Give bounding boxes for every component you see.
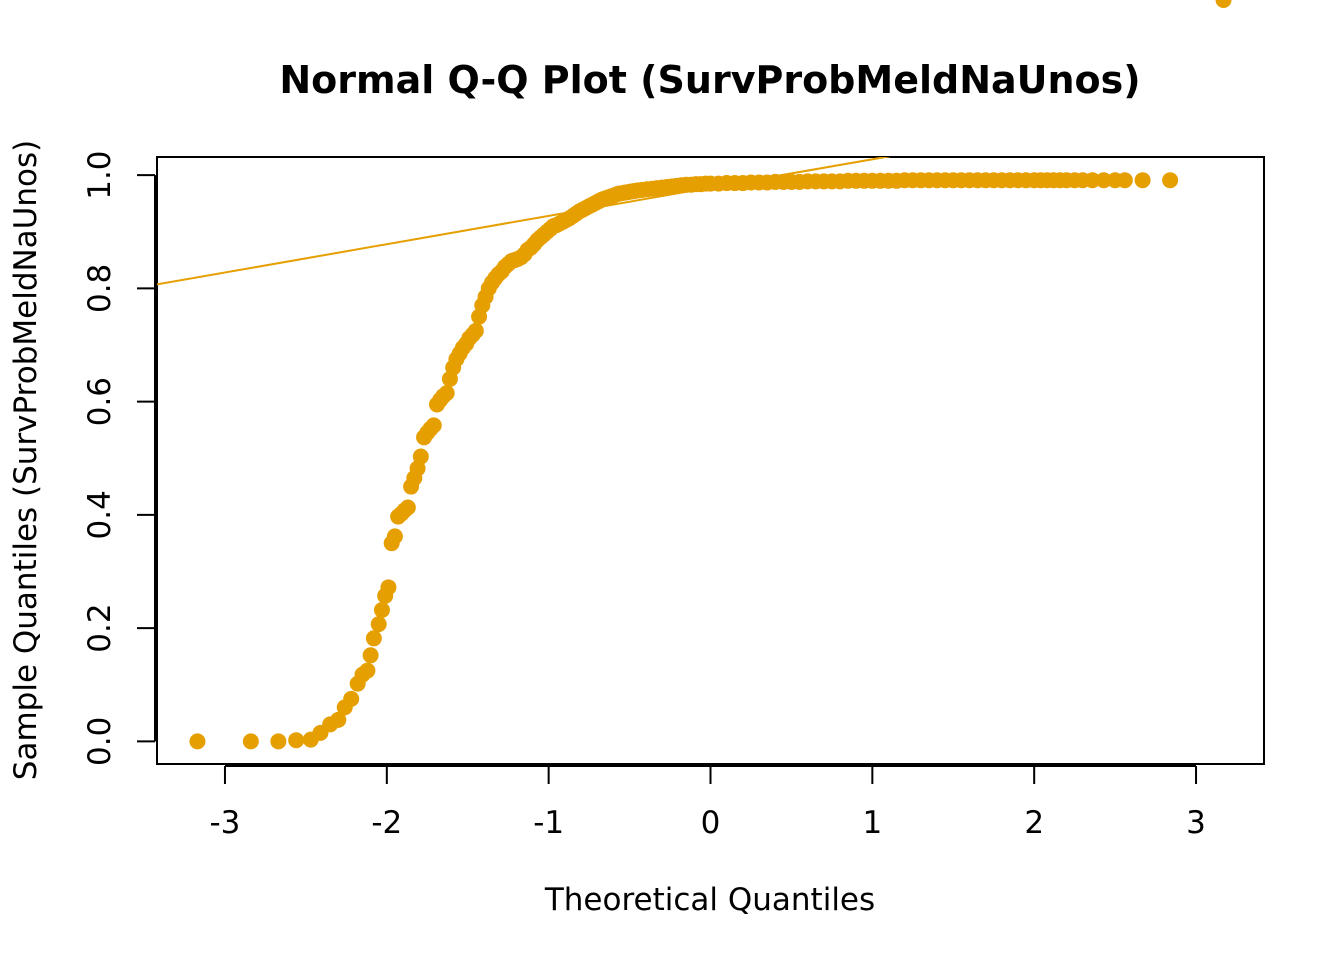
data-point <box>1215 0 1232 8</box>
data-point <box>467 322 484 339</box>
data-point <box>330 711 347 728</box>
data-point <box>288 732 305 749</box>
x-tick-label: -3 <box>210 805 241 841</box>
data-point <box>1095 172 1112 189</box>
data-point <box>380 579 397 596</box>
data-point <box>438 385 455 402</box>
data-point <box>1116 172 1133 189</box>
x-tick-label: 3 <box>1186 805 1206 841</box>
data-point <box>359 662 376 679</box>
plot-frame <box>156 156 1265 765</box>
chart-title: Normal Q-Q Plot (SurvProbMeldNaUnos) <box>279 58 1140 102</box>
data-point <box>386 528 403 545</box>
data-point <box>362 647 379 664</box>
data-point <box>270 733 287 750</box>
x-tick-label: -1 <box>533 805 564 841</box>
x-axis: -3 -2 -1 0 1 2 3 <box>210 765 1206 841</box>
y-axis-label: Sample Quantiles (SurvProbMeldNaUnos) <box>8 140 44 780</box>
y-axis: 0.0 0.2 0.4 0.6 0.8 1.0 <box>82 150 156 766</box>
y-tick-label: 1.0 <box>82 150 118 199</box>
data-point <box>373 601 390 618</box>
data-point <box>1084 172 1101 189</box>
x-axis-label: Theoretical Quantiles <box>544 882 875 918</box>
y-tick-label: 0.0 <box>82 717 118 766</box>
y-tick-label: 0.6 <box>82 377 118 426</box>
x-tick-label: 2 <box>1024 805 1044 841</box>
data-point <box>365 630 382 647</box>
data-point <box>412 448 429 465</box>
data-point <box>242 733 259 750</box>
y-tick-label: 0.4 <box>82 490 118 539</box>
data-point <box>425 417 442 434</box>
data-point <box>343 690 360 707</box>
data-point <box>370 616 387 633</box>
x-tick-label: -2 <box>371 805 402 841</box>
data-point <box>1134 172 1151 189</box>
data-points <box>189 0 1232 750</box>
y-tick-label: 0.2 <box>82 603 118 652</box>
x-tick-label: 0 <box>701 805 721 841</box>
data-point <box>399 499 416 516</box>
y-tick-label: 0.8 <box>82 264 118 313</box>
x-tick-label: 1 <box>862 805 882 841</box>
data-point <box>1162 172 1179 189</box>
data-point <box>189 733 206 750</box>
